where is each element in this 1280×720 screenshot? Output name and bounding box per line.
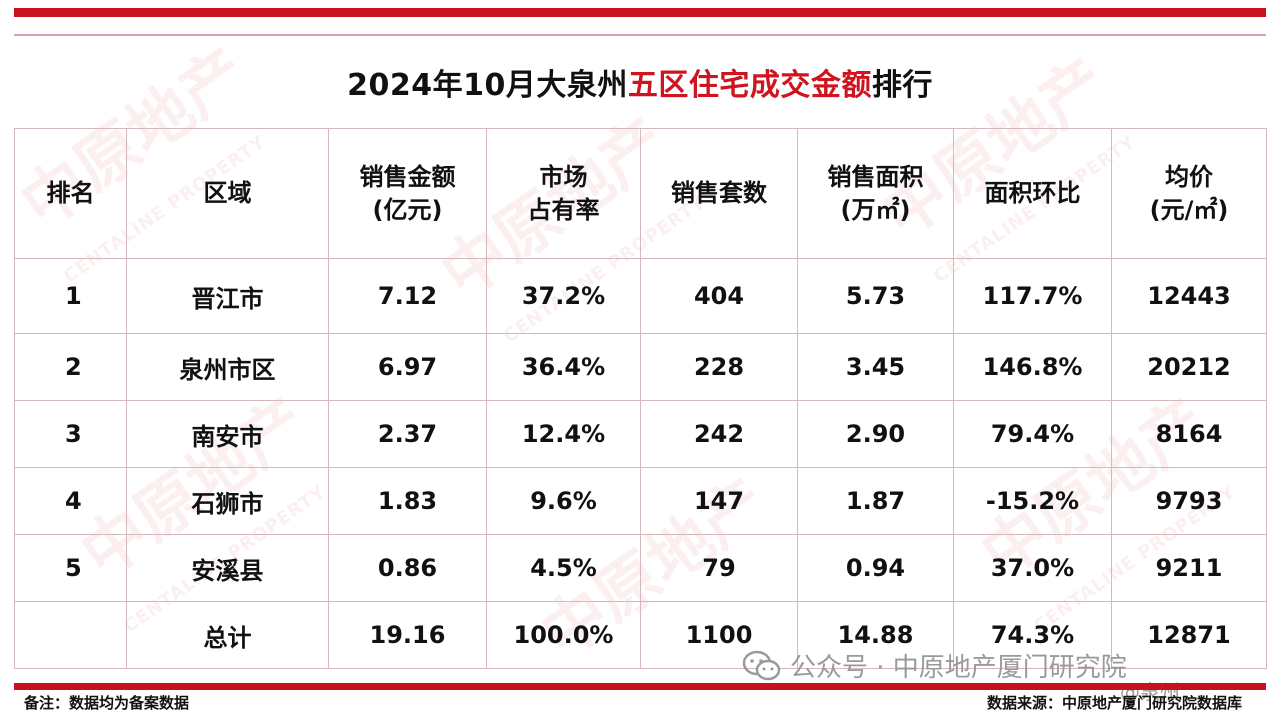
- cell-share: 37.2%: [486, 258, 641, 334]
- cell-price: 20212: [1111, 333, 1267, 401]
- wechat-account-text: 公众号 · 中原地产厦门研究院: [790, 653, 1127, 683]
- cell-price: 9211: [1111, 534, 1267, 602]
- cell-rank: 1: [14, 258, 127, 334]
- cell-region: 南安市: [126, 400, 329, 468]
- cell-price: 12443: [1111, 258, 1267, 334]
- cell-area: 1.87: [797, 467, 954, 535]
- wechat-icon: [742, 650, 781, 680]
- cell-region: 安溪县: [126, 534, 329, 602]
- table-total-row: 总计 19.16 100.0% 1100 14.88 74.3% 12871: [14, 601, 1267, 669]
- cell-mom: 117.7%: [953, 258, 1112, 334]
- wechat-watermark: 公众号 · 中原地产厦门研究院: [742, 647, 1127, 684]
- header-area: 销售面积 (万㎡): [797, 128, 954, 259]
- top-divider-line: [14, 34, 1266, 36]
- cell-share: 9.6%: [486, 467, 641, 535]
- cell-amount: 6.97: [328, 333, 487, 401]
- footnote: 备注：数据均为备案数据: [24, 694, 190, 712]
- title-highlight: 五区住宅成交金额: [627, 68, 872, 103]
- cell-share: 100.0%: [486, 601, 641, 669]
- cell-units: 1100: [640, 601, 798, 669]
- table-row: 3 南安市 2.37 12.4% 242 2.90 79.4% 8164: [14, 400, 1267, 468]
- cell-region: 石狮市: [126, 467, 329, 535]
- cell-region: 总计: [126, 601, 329, 669]
- cell-area: 0.94: [797, 534, 954, 602]
- cell-mom: 74.3%: [953, 601, 1112, 669]
- title-suffix: 排行: [871, 68, 933, 103]
- cell-amount: 19.16: [328, 601, 487, 669]
- cell-area: 14.88: [797, 601, 954, 669]
- cell-rank: 5: [14, 534, 127, 602]
- header-units: 销售套数: [640, 128, 798, 259]
- cell-region: 晋江市: [126, 258, 329, 334]
- cell-units: 242: [640, 400, 798, 468]
- header-rank: 排名: [14, 128, 127, 259]
- cell-units: 79: [640, 534, 798, 602]
- header-mom: 面积环比: [953, 128, 1112, 259]
- cell-amount: 7.12: [328, 258, 487, 334]
- header-amount: 销售金额 (亿元): [328, 128, 487, 259]
- page-title: 2024年10月大泉州五区住宅成交金额排行: [0, 60, 1280, 104]
- cell-price: 8164: [1111, 400, 1267, 468]
- header-price: 均价 (元/㎡): [1111, 128, 1267, 259]
- cell-amount: 1.83: [328, 467, 487, 535]
- table-header-row: 排名 区域 销售金额 (亿元) 市场 占有率 销售套数 销售面积 (万㎡) 面积环比 …: [14, 128, 1267, 259]
- cell-units: 228: [640, 333, 798, 401]
- cell-mom: 79.4%: [953, 400, 1112, 468]
- table-row: 5 安溪县 0.86 4.5% 79 0.94 37.0% 9211: [14, 534, 1267, 602]
- table-row: 4 石狮市 1.83 9.6% 147 1.87 -15.2% 9793: [14, 467, 1267, 535]
- cell-region: 泉州市区: [126, 333, 329, 401]
- table-row: 1 晋江市 7.12 37.2% 404 5.73 117.7% 12443: [14, 258, 1267, 334]
- header-region: 区域: [126, 128, 329, 259]
- cell-rank: 4: [14, 467, 127, 535]
- cell-area: 2.90: [797, 400, 954, 468]
- data-source: 数据来源：中原地产厦门研究院数据库: [986, 694, 1242, 712]
- cell-units: 404: [640, 258, 798, 334]
- cell-price: 12871: [1111, 601, 1267, 669]
- cell-area: 5.73: [797, 258, 954, 334]
- cell-units: 147: [640, 467, 798, 535]
- cell-mom: 37.0%: [953, 534, 1112, 602]
- cell-rank: 3: [14, 400, 127, 468]
- cell-amount: 2.37: [328, 400, 487, 468]
- cell-rank: 2: [14, 333, 127, 401]
- cell-share: 36.4%: [486, 333, 641, 401]
- table-row: 2 泉州市区 6.97 36.4% 228 3.45 146.8% 20212: [14, 333, 1267, 401]
- cell-price: 9793: [1111, 467, 1267, 535]
- header-share: 市场 占有率: [486, 128, 641, 259]
- cell-share: 4.5%: [486, 534, 641, 602]
- cell-area: 3.45: [797, 333, 954, 401]
- bottom-accent-bar: [14, 683, 1266, 690]
- cell-share: 12.4%: [486, 400, 641, 468]
- top-accent-bar: [14, 8, 1266, 17]
- title-prefix: 2024年10月大泉州: [347, 68, 628, 103]
- cell-mom: -15.2%: [953, 467, 1112, 535]
- cell-rank: [14, 601, 127, 669]
- ranking-table: 排名 区域 销售金额 (亿元) 市场 占有率 销售套数 销售面积 (万㎡) 面积环比 …: [14, 128, 1267, 669]
- cell-mom: 146.8%: [953, 333, 1112, 401]
- cell-amount: 0.86: [328, 534, 487, 602]
